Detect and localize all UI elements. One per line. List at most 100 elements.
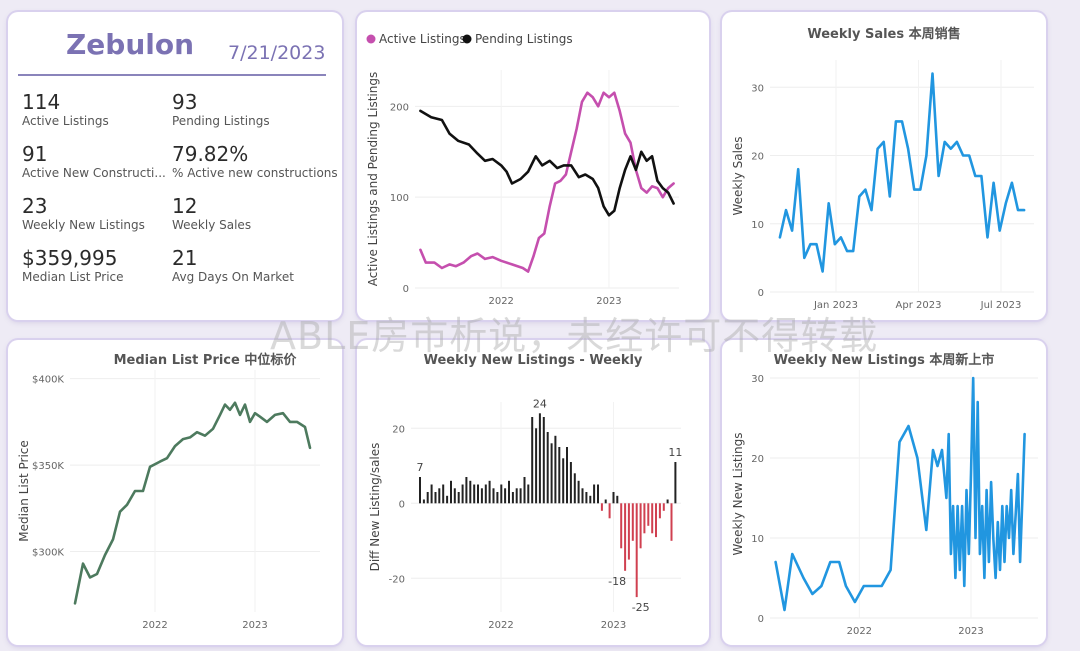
- kpi-label: Weekly New Listings: [22, 218, 145, 232]
- bar: [500, 484, 503, 504]
- legend-label: Active Listings: [379, 32, 466, 46]
- bar: [631, 503, 634, 541]
- bar: [465, 477, 468, 504]
- bar: [422, 499, 425, 504]
- bar: [546, 432, 549, 504]
- bar: [558, 447, 561, 504]
- listings-chart: Active Listings and Pending Listings 0 100…: [366, 32, 679, 307]
- y-tick-label: -20: [389, 574, 405, 585]
- title-divider: [18, 74, 326, 76]
- weekly-sales-line: [778, 72, 1026, 273]
- data-label: 7: [417, 461, 424, 474]
- bar: [442, 484, 445, 504]
- kpi-label: Active New Constructi...: [22, 166, 166, 180]
- bar: [527, 484, 530, 504]
- kpi-weekly-new-listings: 23 Weekly New Listings: [22, 194, 145, 233]
- y-tick-label: 10: [751, 534, 764, 545]
- bar: [508, 480, 510, 504]
- bar: [434, 492, 437, 504]
- y-axis-label: Weekly Sales: [731, 136, 745, 215]
- pending-listings-line: [419, 109, 675, 217]
- diff-listings-chart-card: Weekly New Listings - Weekly Diff New Lis…: [357, 340, 709, 645]
- bar: [666, 499, 669, 504]
- listings-chart-card: Active Listings and Pending Listings 0 100…: [357, 12, 709, 320]
- y-tick-label: 0: [403, 284, 409, 295]
- bar: [519, 488, 522, 504]
- bar: [473, 484, 476, 504]
- bar: [450, 480, 452, 504]
- kpi-value: 93: [172, 90, 198, 114]
- y-tick-label: $400K: [32, 375, 64, 386]
- bar: [647, 503, 650, 526]
- y-axis-label: Active Listings and Pending Listings: [366, 72, 380, 287]
- bar: [419, 477, 421, 504]
- kpi-value: 91: [22, 142, 48, 166]
- bar: [492, 488, 495, 504]
- bar: [496, 492, 499, 504]
- y-tick-label: $350K: [32, 461, 64, 472]
- y-axis-label: Median List Price: [17, 440, 31, 542]
- bar: [639, 503, 642, 549]
- bar: [480, 488, 483, 504]
- bar: [484, 484, 487, 504]
- bar: [674, 462, 677, 504]
- bar: [469, 480, 472, 504]
- bar: [597, 484, 599, 504]
- bar: [504, 488, 507, 504]
- bar: [581, 488, 584, 504]
- bar: [453, 488, 456, 504]
- bar: [438, 488, 441, 504]
- x-tick-label: 2023: [242, 620, 267, 631]
- bar: [477, 484, 479, 504]
- kpi-label: Median List Price: [22, 270, 124, 284]
- weekly-new-listings-line: [774, 376, 1026, 612]
- kpi-value: 23: [22, 194, 48, 218]
- bar: [655, 503, 657, 538]
- bar: [531, 417, 534, 504]
- bar: [589, 495, 592, 504]
- bar: [566, 447, 568, 504]
- x-tick-label: Jan 2023: [813, 300, 858, 311]
- bar: [612, 492, 615, 504]
- data-label: 11: [668, 446, 682, 459]
- weekly-new-listings-chart: Weekly New Listings 本周新上市 Weekly New List…: [731, 352, 1038, 637]
- y-tick-label: 20: [392, 424, 405, 435]
- y-tick-label: 20: [751, 454, 764, 465]
- bar: [430, 484, 433, 504]
- x-tick-label: Apr 2023: [896, 300, 942, 311]
- bar: [562, 458, 565, 504]
- bar: [426, 492, 429, 504]
- weekly-new-listings-chart-card: Weekly New Listings 本周新上市 Weekly New List…: [722, 340, 1046, 645]
- y-tick-label: 200: [390, 102, 409, 113]
- y-tick-label: 30: [751, 374, 764, 385]
- kpi-label: Weekly Sales: [172, 218, 252, 232]
- kpi-median-list-price: $359,995 Median List Price: [22, 246, 124, 285]
- bar: [569, 462, 572, 504]
- x-tick-label: 2023: [601, 620, 626, 631]
- bar: [624, 503, 627, 571]
- y-tick-label: 10: [751, 220, 764, 231]
- bar: [643, 503, 646, 534]
- kpi-avg-days-on-market: 21 Avg Days On Market: [172, 246, 294, 285]
- y-tick-label: 20: [751, 152, 764, 163]
- x-tick-label: 2022: [847, 626, 872, 637]
- x-tick-label: 2022: [488, 620, 513, 631]
- bar: [461, 484, 464, 504]
- kpi-label: Pending Listings: [172, 114, 270, 128]
- chart-title: Weekly New Listings - Weekly: [424, 353, 643, 368]
- kpi-label: Active Listings: [22, 114, 109, 128]
- legend-marker: [462, 34, 472, 44]
- data-label: -25: [632, 601, 650, 614]
- x-tick-label: 2023: [958, 626, 983, 637]
- bar: [620, 503, 623, 549]
- legend-marker: [366, 34, 376, 44]
- bar: [577, 480, 580, 504]
- report-date: 7/21/2023: [228, 42, 326, 64]
- bar: [542, 417, 545, 504]
- bar: [457, 492, 460, 504]
- data-label: -18: [608, 575, 626, 588]
- bar: [446, 495, 449, 504]
- bar: [670, 503, 673, 541]
- bar: [511, 492, 514, 504]
